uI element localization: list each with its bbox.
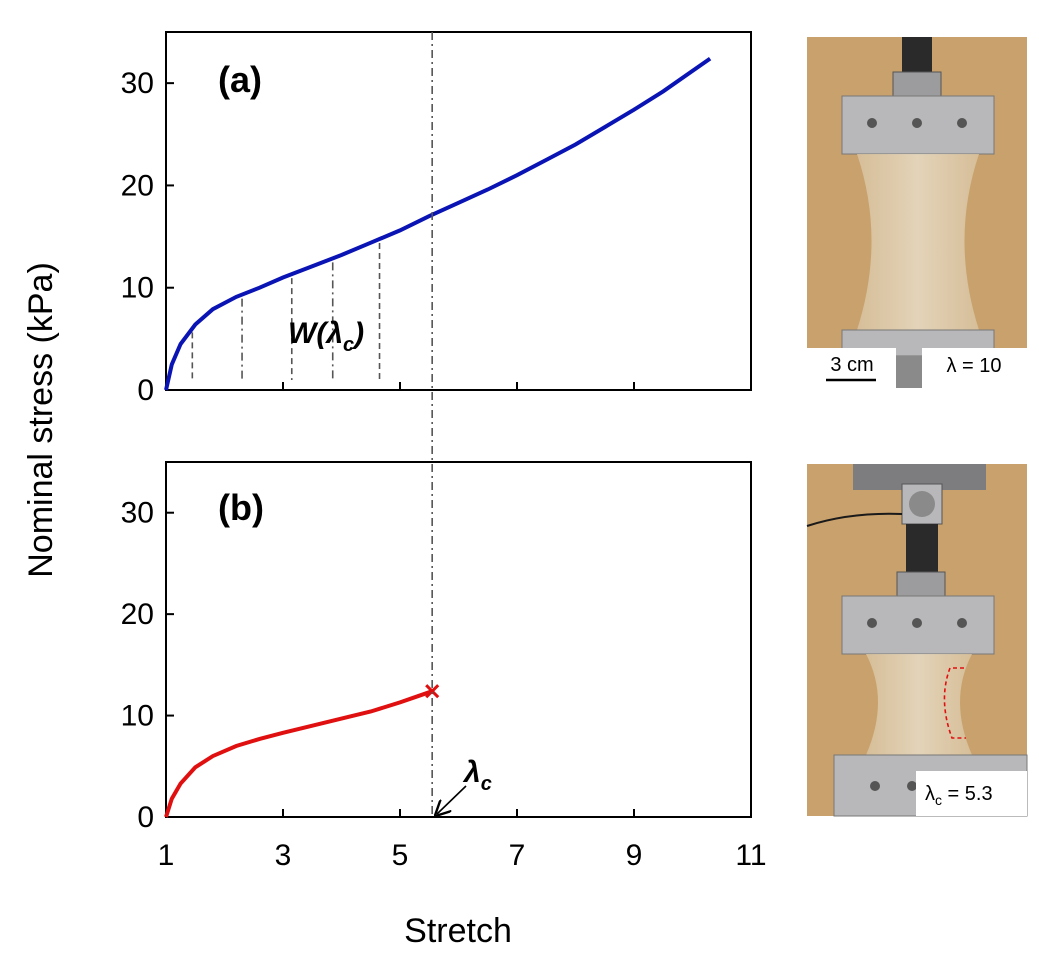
photo-bottom-screw-2 bbox=[912, 618, 922, 628]
photo-top-label-box-left bbox=[807, 348, 896, 388]
y-tick-label: 0 bbox=[137, 801, 154, 834]
y-tick-label: 10 bbox=[121, 700, 154, 733]
panel-b-x-ticks: 1 3 5 7 9 11 bbox=[158, 809, 767, 872]
y-tick-label: 0 bbox=[137, 374, 154, 407]
crack-outline bbox=[943, 667, 966, 739]
panel-a-y-ticks: 0 10 20 30 bbox=[121, 67, 752, 407]
y-tick-label: 20 bbox=[121, 169, 154, 202]
photo-top-stretch-label: λ = 10 bbox=[946, 355, 1001, 377]
photo-top-base bbox=[896, 356, 922, 388]
scale-bar-label: 3 cm bbox=[830, 354, 873, 376]
photo-bottom: λc = 5.3 bbox=[806, 464, 1028, 817]
photo-bottom-screw-3 bbox=[957, 618, 967, 628]
panel-a-series-line bbox=[164, 56, 712, 391]
work-annotation-sub: c bbox=[343, 334, 354, 356]
photo-top: 3 cm λ = 10 bbox=[807, 37, 1027, 388]
y-tick-label: 20 bbox=[121, 598, 154, 631]
work-annotation-prefix: W( bbox=[288, 317, 329, 350]
photo-bottom-load-cell-face bbox=[909, 491, 935, 517]
panel-a-frame bbox=[165, 31, 752, 391]
panel-b-series-line bbox=[164, 689, 433, 818]
panel-a: 0 10 20 30 (a) W(λc) bbox=[121, 31, 752, 407]
photo-bottom-screw-4 bbox=[870, 781, 880, 791]
panel-b-y-ticks: 0 10 20 30 bbox=[121, 497, 174, 834]
x-tick-label: 11 bbox=[735, 839, 766, 872]
photo-bottom-label-box bbox=[916, 771, 1027, 816]
photo-bottom-screw-1 bbox=[867, 618, 877, 628]
x-tick-label: 5 bbox=[392, 839, 409, 872]
photo-top-screw-2 bbox=[912, 118, 922, 128]
photo-top-label-box-right bbox=[922, 348, 1027, 388]
photo-bottom-stretch-label: λc = 5.3 bbox=[925, 783, 993, 808]
rupture-x-stroke bbox=[425, 684, 440, 699]
work-annotation: W(λc) bbox=[288, 317, 364, 356]
photo-bottom-stretch-sub: c bbox=[935, 792, 942, 808]
photo-bottom-gel bbox=[866, 654, 972, 755]
photo-top-screw-3 bbox=[957, 118, 967, 128]
photo-bottom-rod bbox=[906, 524, 938, 574]
photo-bottom-screw-5 bbox=[907, 781, 917, 791]
panel-a-label: (a) bbox=[218, 59, 262, 100]
x-tick-label: 7 bbox=[509, 839, 526, 872]
photo-top-gel bbox=[857, 154, 979, 330]
panel-a-hatch-lines bbox=[191, 243, 381, 380]
lambda-c-sub: c bbox=[481, 773, 492, 795]
rupture-marker bbox=[425, 684, 440, 699]
panel-b-frame bbox=[165, 461, 752, 818]
work-annotation-symbol: λ bbox=[324, 317, 343, 350]
x-tick-label: 1 bbox=[158, 839, 175, 872]
x-axis-title: Stretch bbox=[404, 912, 512, 950]
lambda-c-arrow bbox=[437, 785, 467, 814]
photo-top-nut bbox=[892, 71, 942, 97]
photo-bottom-cable bbox=[806, 512, 903, 527]
x-tick-label: 3 bbox=[275, 839, 292, 872]
lambda-c-annotation: λc bbox=[462, 756, 492, 795]
photo-bottom-stretch-value: = 5.3 bbox=[942, 783, 993, 805]
photo-top-screw-1 bbox=[867, 118, 877, 128]
y-tick-label: 30 bbox=[121, 67, 154, 100]
panel-b-label: (b) bbox=[218, 487, 264, 528]
work-annotation-suffix: ) bbox=[351, 317, 364, 350]
lambda-c-symbol: λ bbox=[462, 756, 481, 789]
y-axis-title: Nominal stress (kPa) bbox=[22, 262, 60, 578]
photo-bottom-stretch-symbol: λ bbox=[925, 783, 935, 805]
y-tick-label: 10 bbox=[121, 272, 154, 305]
x-tick-label: 9 bbox=[626, 839, 643, 872]
photo-top-rod bbox=[902, 37, 932, 75]
photo-bottom-nut bbox=[896, 571, 946, 597]
panel-b: 0 10 20 30 1 3 5 7 9 11 (b) λc bbox=[121, 461, 767, 872]
y-tick-label: 30 bbox=[121, 497, 154, 530]
